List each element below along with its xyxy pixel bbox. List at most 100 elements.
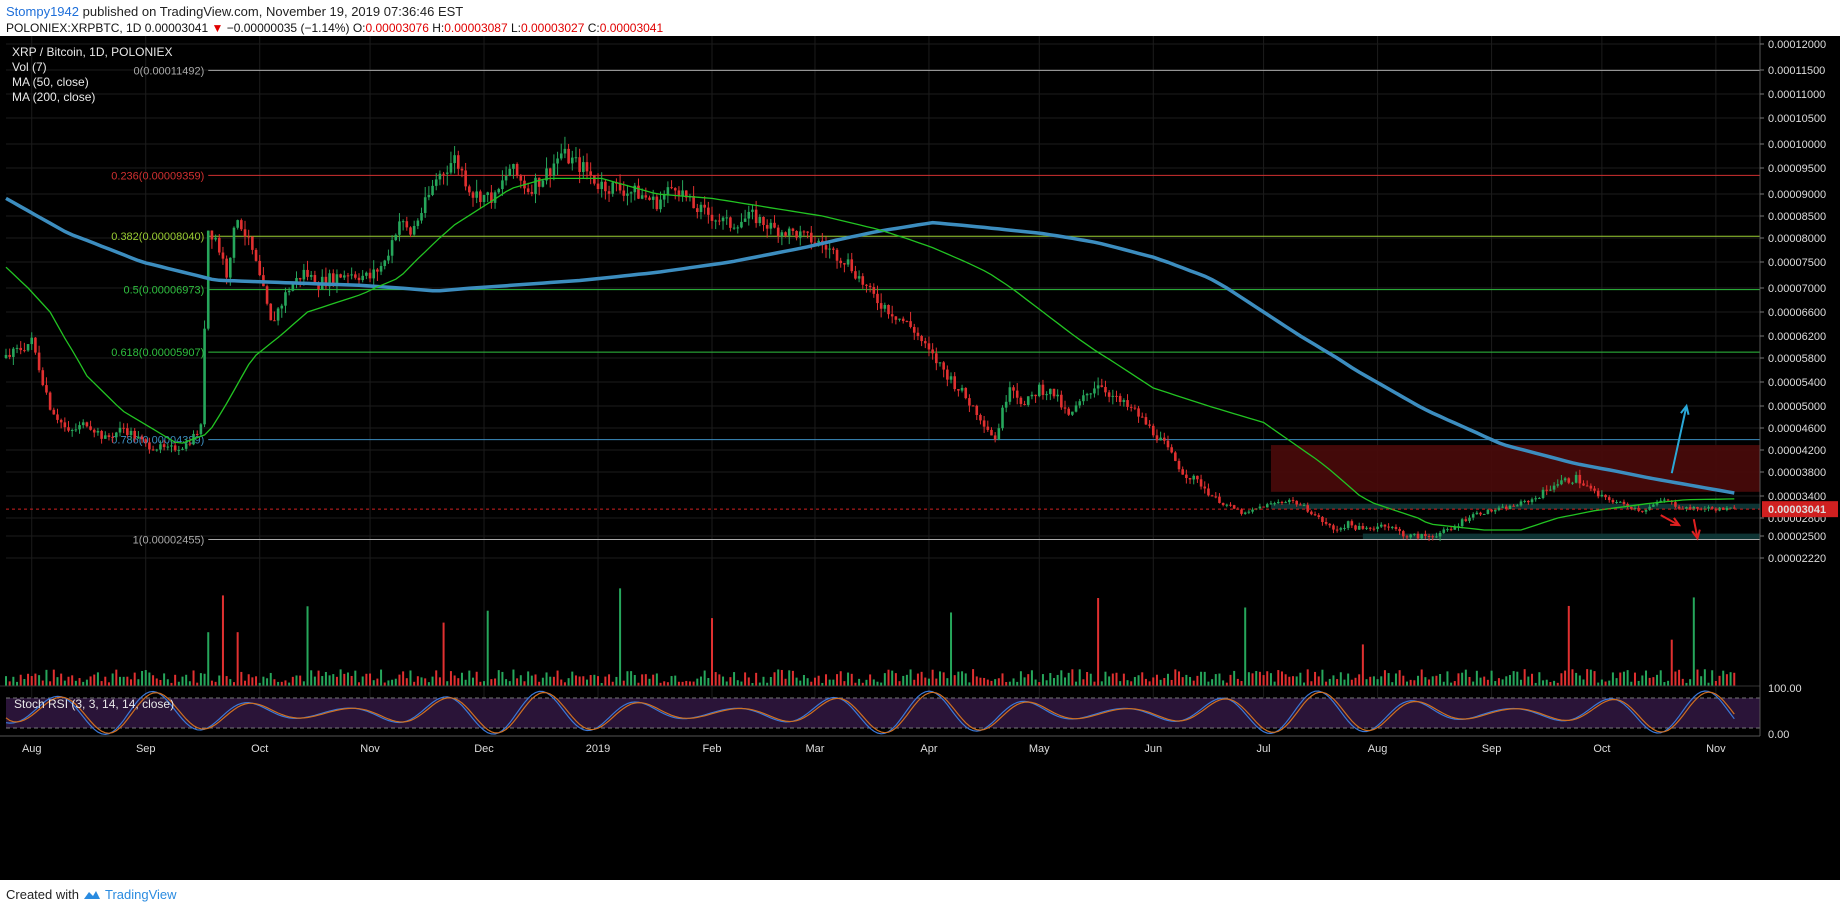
candle-body [1306, 505, 1310, 512]
candle-body [1420, 534, 1424, 539]
candle-body [765, 224, 769, 229]
volume-bar [144, 670, 147, 686]
candle-body [828, 248, 831, 250]
volume-bar [1435, 675, 1438, 686]
volume-bar [972, 669, 975, 686]
candle-body [412, 225, 416, 235]
candle-body [883, 304, 887, 309]
volume-bar [1008, 681, 1011, 686]
volume-bar [335, 676, 338, 686]
author-link[interactable]: Stompy1942 [6, 4, 79, 19]
candle-body [1508, 505, 1512, 510]
volume-bar [1181, 677, 1184, 686]
candle-body [1460, 519, 1464, 527]
volume-bar [376, 678, 379, 686]
volume-bar [317, 670, 320, 686]
volume-bar [722, 676, 725, 686]
volume-bar [806, 678, 809, 686]
volume-bar [1733, 672, 1736, 686]
volume-bar [1597, 682, 1600, 686]
volume-bar [964, 673, 967, 686]
tradingview-link[interactable]: TradingView [104, 887, 177, 902]
price-tick-label: 0.00009000 [1768, 189, 1826, 201]
volume-bar [1089, 673, 1092, 686]
candle-body [140, 436, 144, 440]
volume-bar [1383, 670, 1386, 686]
candle-body [832, 248, 835, 250]
candle-body [482, 195, 486, 203]
price-chart[interactable]: 0(0.00011492) 0.236(0.00009359) 0.382(0.00… [0, 36, 1840, 880]
candle-body [1148, 424, 1151, 426]
volume-bar [398, 674, 401, 686]
candle-body [1310, 511, 1313, 515]
candle-body [1074, 405, 1078, 412]
candle-body [938, 362, 942, 364]
candle-body [1129, 406, 1133, 408]
stoch-band [6, 698, 1760, 728]
candle-body [1049, 388, 1052, 395]
volume-bar [210, 680, 213, 686]
volume-bar [1527, 676, 1530, 686]
volume-bar [1545, 679, 1548, 686]
volume-bar [961, 671, 964, 686]
volume-bar [1641, 675, 1644, 686]
volume-bar [869, 674, 872, 686]
volume-bar [1560, 673, 1563, 686]
volume-bar [424, 678, 427, 686]
candle-body [534, 177, 537, 194]
volume-bar [545, 672, 548, 686]
candle-body [508, 168, 512, 176]
volume-bar [1064, 677, 1067, 686]
volume-bar [659, 682, 662, 686]
candle-body [468, 186, 471, 193]
volume-bar [1387, 673, 1390, 686]
candle-body [659, 199, 662, 210]
volume-bar [1144, 678, 1147, 686]
candle-body [626, 193, 629, 196]
volume-bar [78, 678, 81, 686]
candle-body [331, 273, 335, 285]
volume-bar [1674, 671, 1677, 686]
volume-bar [1468, 676, 1471, 686]
candle-body [295, 278, 298, 285]
volume-bar [1244, 607, 1247, 686]
volume-bar [1277, 670, 1280, 686]
price-tick-label: 0.00006600 [1768, 307, 1826, 319]
candle-body [611, 182, 615, 194]
candle-body [1707, 507, 1710, 509]
candle-body [512, 164, 515, 169]
candle-body [662, 194, 666, 200]
volume-bar [755, 672, 758, 686]
volume-bar [1681, 678, 1684, 686]
candle-body [655, 196, 659, 210]
down-triangle-icon: ▼ [211, 21, 224, 35]
candle-body [280, 305, 284, 309]
price-tick-label: 0.00007000 [1768, 283, 1826, 295]
candle-body [210, 230, 214, 240]
volume-bar [674, 675, 677, 686]
volume-bar [148, 672, 151, 686]
volume-bar [821, 682, 824, 686]
volume-bar [60, 673, 63, 686]
candle-body [1431, 536, 1435, 538]
candle-body [707, 207, 710, 215]
candle-body [365, 272, 368, 276]
volume-bar [836, 674, 839, 686]
candle-body [100, 430, 103, 439]
volume-bar [1365, 679, 1368, 686]
candle-body [181, 448, 184, 450]
volume-bar [633, 675, 636, 686]
candle-body [126, 428, 129, 435]
price-tick-label: 0.00011000 [1768, 89, 1825, 101]
volume-bar [181, 676, 184, 686]
volume-bar [1700, 676, 1703, 686]
volume-bar [1439, 673, 1442, 686]
candle-body [839, 260, 843, 264]
candle-body [122, 427, 125, 429]
candle-body [1482, 513, 1486, 515]
candle-body [1493, 510, 1497, 512]
candle-body [12, 348, 15, 357]
volume-bar [1016, 681, 1019, 686]
candle-body [1545, 489, 1549, 491]
volume-bar [490, 679, 493, 686]
